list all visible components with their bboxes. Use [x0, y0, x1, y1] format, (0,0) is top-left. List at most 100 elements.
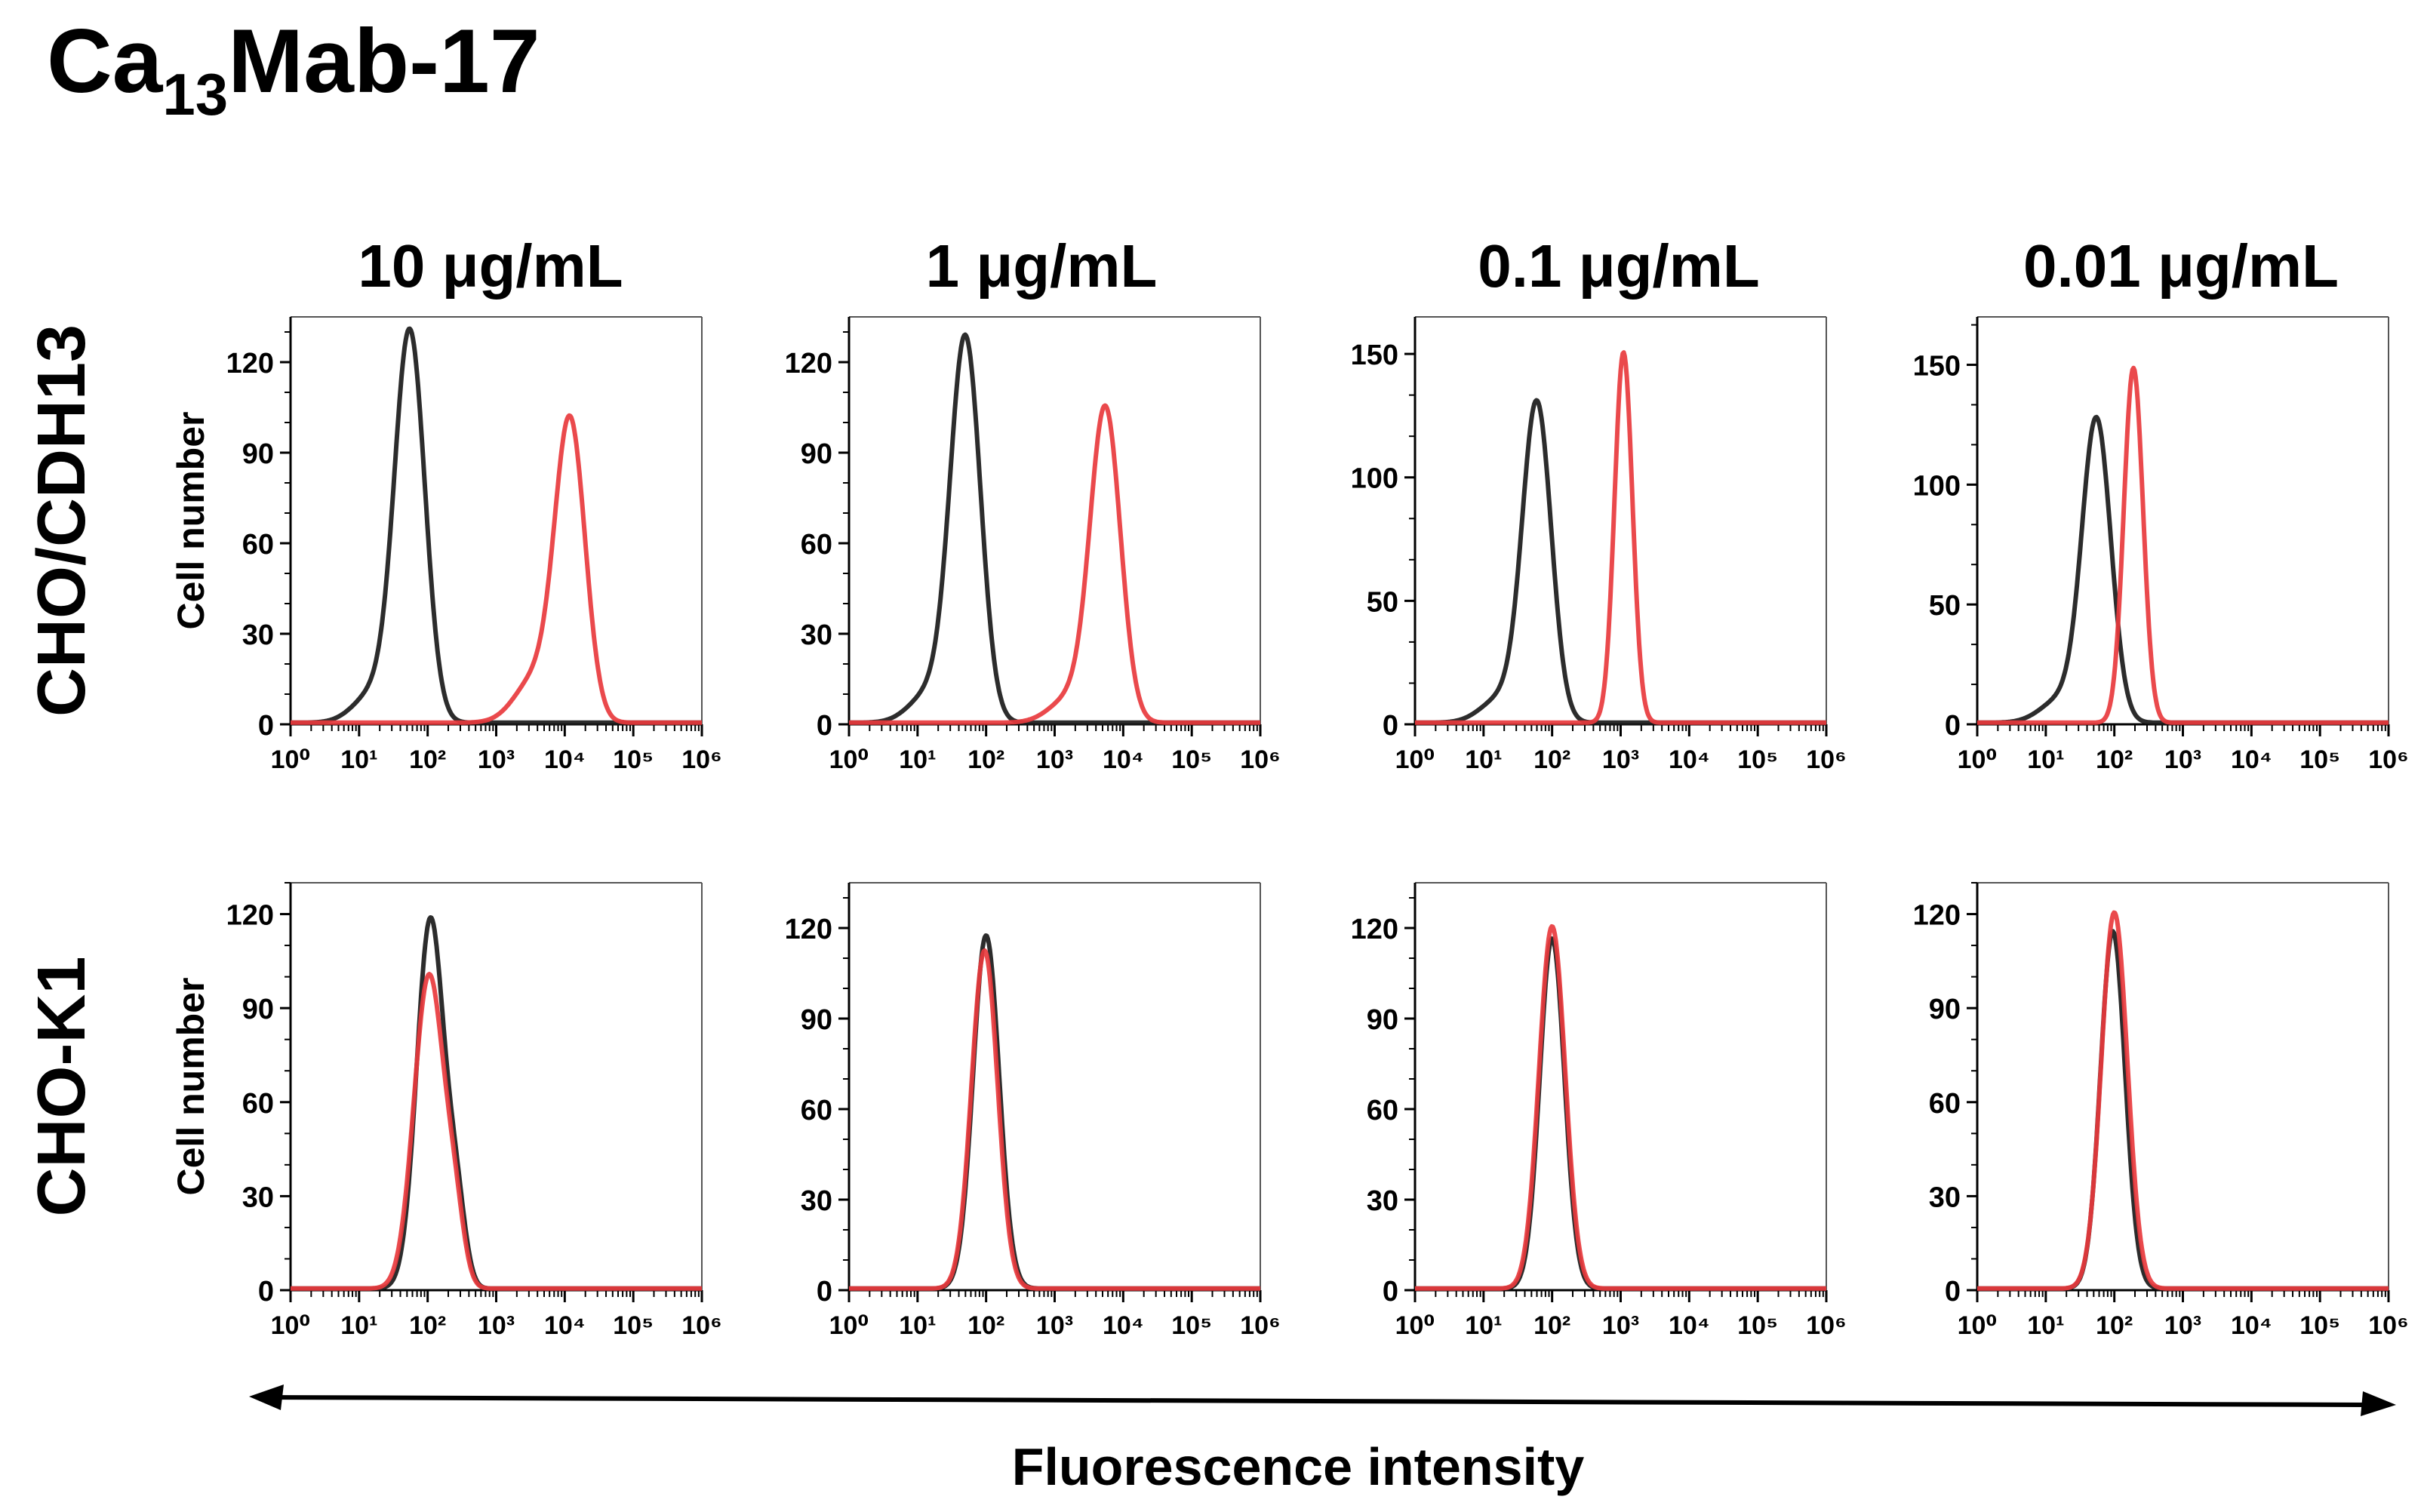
x-axis-arrow [249, 1384, 2396, 1416]
x-tick-label: 10³ [1036, 745, 1073, 774]
y-tick-label: 90 [242, 994, 274, 1025]
histogram-curve [847, 332, 1262, 725]
x-tick-label: 10⁵ [2299, 1311, 2340, 1340]
y-tick-label: 90 [1929, 994, 1961, 1025]
y-tick-label: 30 [242, 1182, 274, 1213]
histogram-curve [847, 948, 1262, 1291]
y-tick-label: 0 [1945, 1276, 1961, 1308]
histogram-curve [289, 326, 703, 725]
y-tick-label: 30 [801, 619, 832, 651]
histogram-panel: 0 30 60 90 120 10⁰ 10¹ 10² 10³ 10⁴ 10⁵ 10⁶ [1351, 882, 1847, 1340]
title-main: Ca [47, 11, 164, 112]
histogram-curve [1413, 398, 1828, 725]
x-tick-label: 10⁰ [1395, 745, 1435, 774]
x-tick-label: 10² [2096, 1311, 2133, 1340]
y-tick-label: 0 [1945, 710, 1961, 742]
histogram-curve [847, 933, 1262, 1291]
histogram-curve [1976, 365, 2390, 725]
x-tick-label: 10⁵ [1171, 1311, 1212, 1340]
column-title: 0.01 μg/mL [2023, 232, 2339, 300]
x-tick-label: 10⁴ [1669, 745, 1710, 774]
y-tick-label: 60 [1929, 1088, 1961, 1120]
x-tick-label: 10⁶ [1806, 1311, 1846, 1340]
x-tick-label: 10⁵ [613, 1311, 654, 1340]
column-title: 10 μg/mL [358, 232, 623, 300]
x-tick-label: 10¹ [340, 745, 377, 774]
y-tick-label: 100 [1351, 463, 1398, 495]
y-tick-label: 50 [1929, 590, 1961, 622]
histogram-panel: 0 30 60 90 120 10⁰ 10¹ 10² 10³ 10⁴ 10⁵ 10⁶ [785, 316, 1281, 774]
x-tick-label: 10³ [2164, 1311, 2201, 1340]
y-tick-label: 120 [226, 348, 274, 380]
x-tick-label: 10³ [478, 745, 515, 774]
figure-title: Ca13Mab-17 [47, 11, 540, 128]
y-tick-label: 0 [258, 710, 274, 742]
x-tick-label: 10⁶ [2368, 745, 2408, 774]
x-tick-label: 10⁶ [1240, 1311, 1280, 1340]
x-tick-label: 10⁴ [2231, 1311, 2272, 1340]
x-tick-label: 10¹ [899, 745, 936, 774]
x-tick-label: 10⁶ [2368, 1311, 2408, 1340]
x-tick-label: 10⁴ [1669, 1311, 1710, 1340]
x-tick-label: 10⁵ [613, 745, 654, 774]
histogram-curve [1413, 350, 1828, 725]
histogram-panel: 0 50 100 150 10⁰ 10¹ 10² 10³ 10⁴ 10⁵ 10⁶ [1913, 316, 2409, 774]
histogram-curve [1976, 929, 2390, 1291]
column-title: 0.1 μg/mL [1478, 232, 1759, 300]
x-tick-label: 10⁰ [829, 745, 869, 774]
x-tick-label: 10⁰ [1395, 1311, 1435, 1340]
histogram-panel: 0 30 60 90 120 10⁰ 10¹ 10² 10³ 10⁴ 10⁵ 10⁶ [1913, 882, 2409, 1340]
x-tick-label: 10³ [1036, 1311, 1073, 1340]
x-tick-label: 10² [1533, 745, 1570, 774]
histogram-curve [847, 403, 1262, 725]
histogram-curve [289, 972, 703, 1291]
x-tick-label: 10² [2096, 745, 2133, 774]
x-tick-label: 10⁰ [271, 1311, 311, 1340]
y-tick-label: 120 [1913, 900, 1961, 932]
x-tick-label: 10⁰ [1958, 745, 1998, 774]
y-tick-label: 90 [801, 1004, 832, 1036]
y-tick-label: 90 [1367, 1004, 1398, 1036]
y-tick-label: 30 [1367, 1185, 1398, 1217]
x-tick-label: 10² [409, 745, 446, 774]
y-tick-label: 30 [801, 1185, 832, 1217]
y-tick-label: 120 [785, 348, 832, 380]
y-tick-label: 120 [226, 900, 274, 932]
svg-text:Ca13Mab-17: Ca13Mab-17 [47, 11, 540, 128]
y-tick-label: 0 [1383, 1276, 1398, 1308]
x-tick-label: 10⁵ [1737, 745, 1778, 774]
y-tick-label: 60 [801, 529, 832, 561]
x-tick-label: 10¹ [2027, 745, 2064, 774]
y-tick-label: 100 [1913, 470, 1961, 502]
x-tick-label: 10⁴ [544, 745, 586, 774]
histogram-panel: 0 50 100 150 10⁰ 10¹ 10² 10³ 10⁴ 10⁵ 10⁶ [1351, 316, 1847, 774]
y-tick-label: 50 [1367, 586, 1398, 618]
y-tick-label: 90 [242, 438, 274, 470]
row-title: CHO/CDH13 [24, 324, 100, 717]
y-tick-label: 0 [817, 1276, 832, 1308]
histogram-panel: 0 30 60 90 120 10⁰ 10¹ 10² 10³ 10⁴ 10⁵ 10⁶ [785, 882, 1281, 1340]
x-tick-label: 10⁴ [2231, 745, 2272, 774]
histogram-curve [1413, 936, 1828, 1291]
x-tick-label: 10⁶ [1806, 745, 1846, 774]
y-tick-label: 0 [1383, 710, 1398, 742]
x-tick-label: 10⁴ [544, 1311, 586, 1340]
y-axis-label: Cell number [170, 412, 212, 630]
y-tick-label: 60 [242, 529, 274, 561]
x-tick-label: 10⁰ [1958, 1311, 1998, 1340]
x-tick-label: 10¹ [899, 1311, 936, 1340]
x-tick-label: 10⁰ [271, 745, 311, 774]
histogram-curve [289, 413, 703, 725]
histogram-curve [1976, 910, 2390, 1291]
x-tick-label: 10² [967, 745, 1004, 774]
histogram-curve [289, 915, 703, 1291]
x-tick-label: 10⁵ [2299, 745, 2340, 774]
y-tick-label: 30 [242, 619, 274, 651]
x-tick-label: 10² [1533, 1311, 1570, 1340]
x-tick-label: 10⁶ [681, 745, 721, 774]
histogram-panels: 10 μg/mL 1 μg/mL 0.1 μg/mL 0.01 μg/mL CHO/CD… [24, 232, 2409, 1340]
x-tick-label: 10⁵ [1171, 745, 1212, 774]
row-title: CHO-K1 [24, 956, 100, 1216]
x-tick-label: 10⁶ [1240, 745, 1280, 774]
